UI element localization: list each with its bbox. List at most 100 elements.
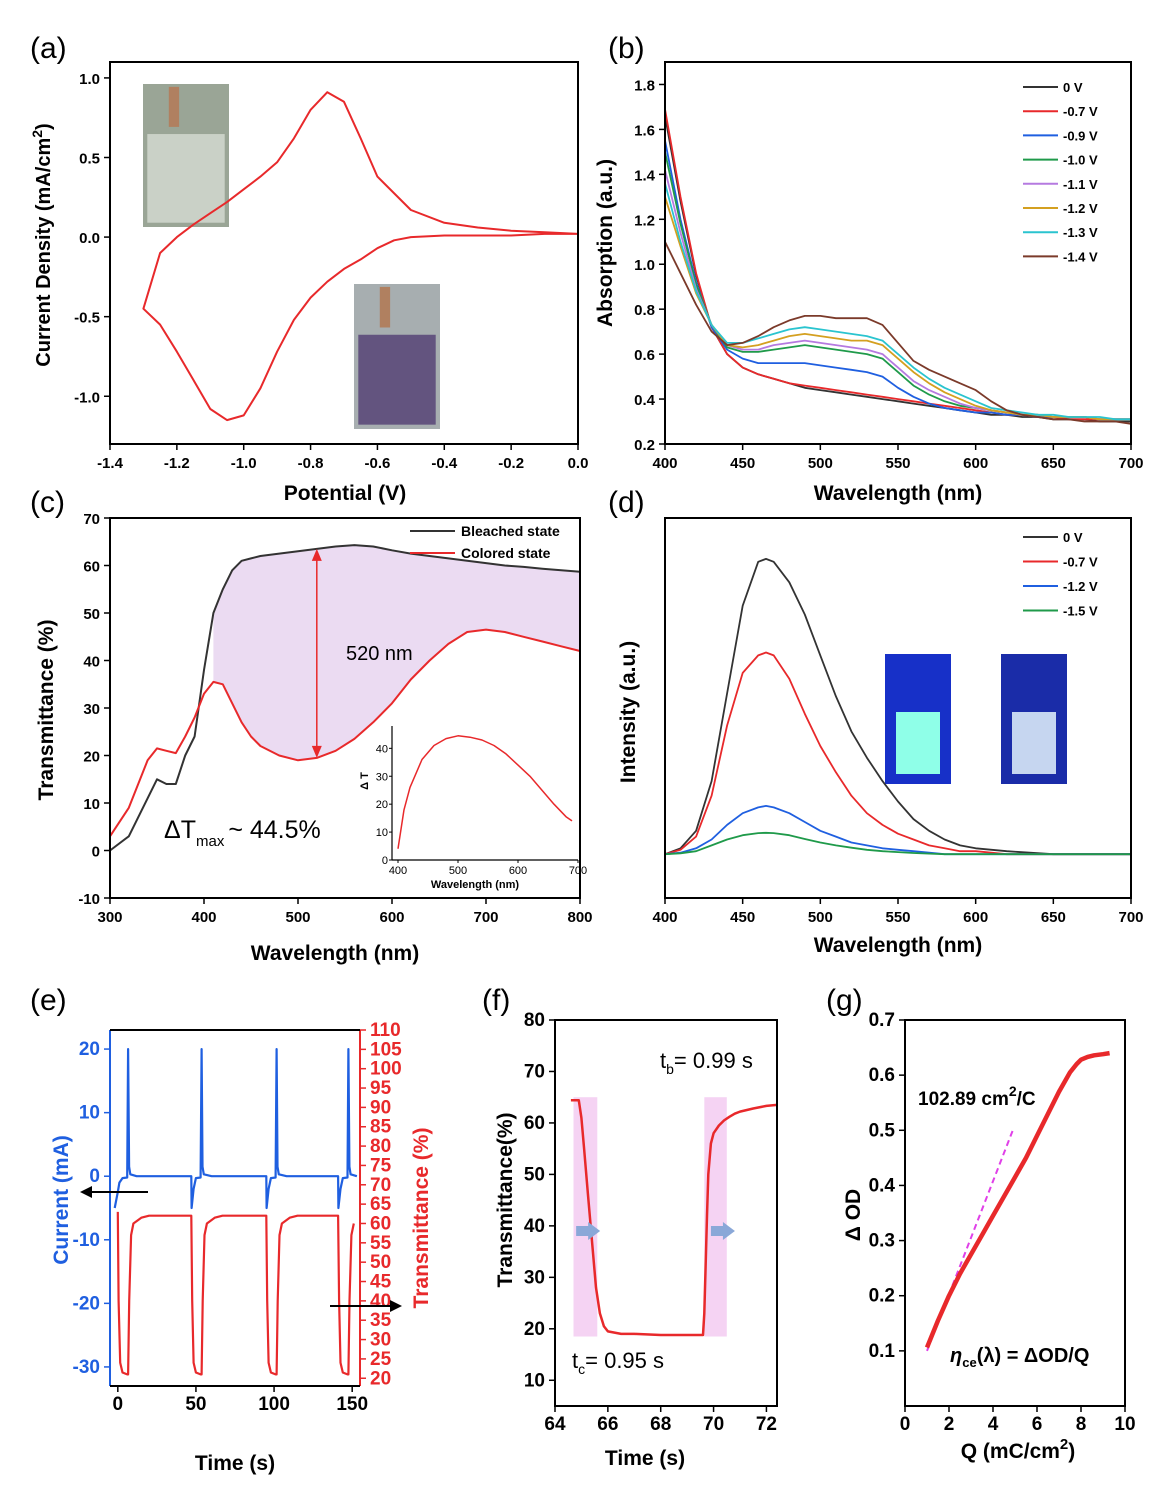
b-ytick-label: 0.2 xyxy=(634,437,655,454)
e-right-ytick-label: 30 xyxy=(370,1330,391,1351)
delta-shade xyxy=(213,545,580,761)
b-ytick-label: 1.6 xyxy=(634,122,655,139)
b-xtick-label: 450 xyxy=(730,455,755,472)
f-ytick-label: 10 xyxy=(524,1370,545,1391)
e-right-ytick-label: 105 xyxy=(370,1039,402,1060)
b-xtick-label: 700 xyxy=(1118,455,1143,472)
inset-xtick-label-c: 600 xyxy=(509,865,527,877)
g-xtick-label: 8 xyxy=(1076,1414,1087,1435)
f-ytick-label: 70 xyxy=(524,1061,545,1082)
legend-label-d: -1.2 V xyxy=(1063,579,1098,594)
g-ytick-label: 0.7 xyxy=(869,1010,895,1031)
a-xtick-label: -0.8 xyxy=(298,455,324,472)
e-right-ytick-label: 90 xyxy=(370,1097,391,1118)
panel-label-g: (g) xyxy=(826,984,863,1017)
a-xtick-label: -0.6 xyxy=(364,455,390,472)
plot-frame-g xyxy=(904,1019,1126,1407)
e-left-ytick-label: 20 xyxy=(79,1039,100,1060)
delta-arrow-head-top xyxy=(311,548,322,561)
c-xtick-label: 700 xyxy=(473,909,498,926)
transmittance-line-e xyxy=(116,1211,355,1376)
g-xtick-label: 0 xyxy=(900,1414,911,1435)
formula-sub: ce xyxy=(962,1355,976,1370)
inset-ytick-label-c: 10 xyxy=(376,827,388,839)
c-ytick-label: 20 xyxy=(83,749,100,766)
a-xtick-label: 0.0 xyxy=(568,455,589,472)
e-right-ytick-label: 40 xyxy=(370,1291,391,1312)
ylabel-e-left: Current (mA) xyxy=(50,1135,73,1265)
xlabel-f: Time (s) xyxy=(605,1447,685,1470)
f-xtick-label: 70 xyxy=(703,1414,724,1435)
g-ytick-label: 0.2 xyxy=(869,1286,895,1307)
annotation-tc: tc= 0.95 s xyxy=(572,1348,664,1377)
e-xtick-label: 50 xyxy=(185,1394,206,1415)
a-ytick-label: 0.5 xyxy=(79,151,100,168)
xlabel-g-main: Q (mC/cm xyxy=(961,1440,1060,1463)
legend-label-b: 0 V xyxy=(1063,80,1083,95)
g-xtick-label: 2 xyxy=(944,1414,955,1435)
e-left-ytick-label: -10 xyxy=(73,1230,100,1251)
xlabel-g-sup: 2 xyxy=(1060,1436,1068,1453)
delta-t-value: ~ 44.5% xyxy=(228,816,320,844)
inset-xtick-label-c: 700 xyxy=(569,865,587,877)
c-ytick-label: 40 xyxy=(83,654,100,671)
series-line-d xyxy=(664,805,1131,856)
panel-label-e: (e) xyxy=(30,984,67,1017)
inset-photo-bleached-cell xyxy=(147,134,225,223)
inset-ylabel-c: Δ T xyxy=(359,772,371,790)
plot-frame-a xyxy=(109,61,579,445)
legend-label-b: -0.9 V xyxy=(1063,128,1098,143)
legend-label-b: -0.7 V xyxy=(1063,104,1098,119)
slope-unit: /C xyxy=(1017,1089,1036,1110)
e-right-ytick-label: 95 xyxy=(370,1078,392,1099)
a-xtick-label: -0.2 xyxy=(498,455,524,472)
c-xtick-label: 500 xyxy=(285,909,310,926)
annotation-520nm: 520 nm xyxy=(346,643,413,665)
a-xtick-label: -0.4 xyxy=(431,455,458,472)
legend-label-b: -1.2 V xyxy=(1063,201,1098,216)
c-ytick-label: 50 xyxy=(83,606,100,623)
b-xtick-label: 600 xyxy=(963,455,988,472)
annotation-slope: 102.89 cm2/C xyxy=(918,1083,1036,1110)
legend-label-d: -1.5 V xyxy=(1063,604,1098,619)
e-right-ytick-label: 85 xyxy=(370,1117,392,1138)
transmittance-line-f xyxy=(570,1099,778,1337)
inset-ytick-label-c: 30 xyxy=(376,771,388,783)
b-ytick-label: 1.4 xyxy=(634,167,656,184)
f-xtick-label: 72 xyxy=(756,1414,777,1435)
arrow-right-head-e xyxy=(390,1300,402,1312)
transition-arrow-f xyxy=(710,1222,735,1241)
b-ytick-label: 0.8 xyxy=(634,302,655,319)
d-xtick-label: 600 xyxy=(963,909,988,926)
c-ytick-label: 70 xyxy=(83,511,100,528)
plot-frame-f xyxy=(554,1019,778,1407)
f-ytick-label: 40 xyxy=(524,1216,545,1237)
tb-prefix: t xyxy=(660,1048,666,1073)
d-xtick-label: 550 xyxy=(885,909,910,926)
xlabel-g: Q (mC/cm2) xyxy=(961,1436,1076,1463)
b-xtick-label: 650 xyxy=(1041,455,1066,472)
panel-label-d: (d) xyxy=(608,486,645,519)
cv-curve xyxy=(142,91,579,422)
panel-label-c: (c) xyxy=(30,486,65,519)
a-ytick-label: -0.5 xyxy=(74,310,100,327)
e-right-ytick-label: 100 xyxy=(370,1059,402,1080)
data-line-g xyxy=(924,1050,1110,1349)
f-ytick-label: 50 xyxy=(524,1164,545,1185)
c-xtick-label: 300 xyxy=(97,909,122,926)
e-right-ytick-label: 20 xyxy=(370,1368,391,1389)
transition-arrow-f xyxy=(576,1222,601,1241)
inset-curve-c xyxy=(397,735,573,849)
e-right-ytick-label: 110 xyxy=(370,1020,401,1041)
f-ytick-label: 80 xyxy=(524,1010,545,1031)
inset-photo-colored-cell xyxy=(358,334,436,425)
series-line-b xyxy=(664,115,1131,423)
ylabel-g: Δ OD xyxy=(842,1189,865,1241)
legend-label-b: -1.3 V xyxy=(1063,225,1098,240)
e-right-ytick-label: 70 xyxy=(370,1175,391,1196)
inset-photo-fluorescent-cell xyxy=(896,712,940,774)
legend-label-d: -0.7 V xyxy=(1063,555,1098,570)
panel-label-b: (b) xyxy=(608,32,645,65)
inset-ytick-label-c: 40 xyxy=(376,743,388,755)
annotation-delta-t: ΔTmax ~ 44.5% xyxy=(164,816,321,850)
